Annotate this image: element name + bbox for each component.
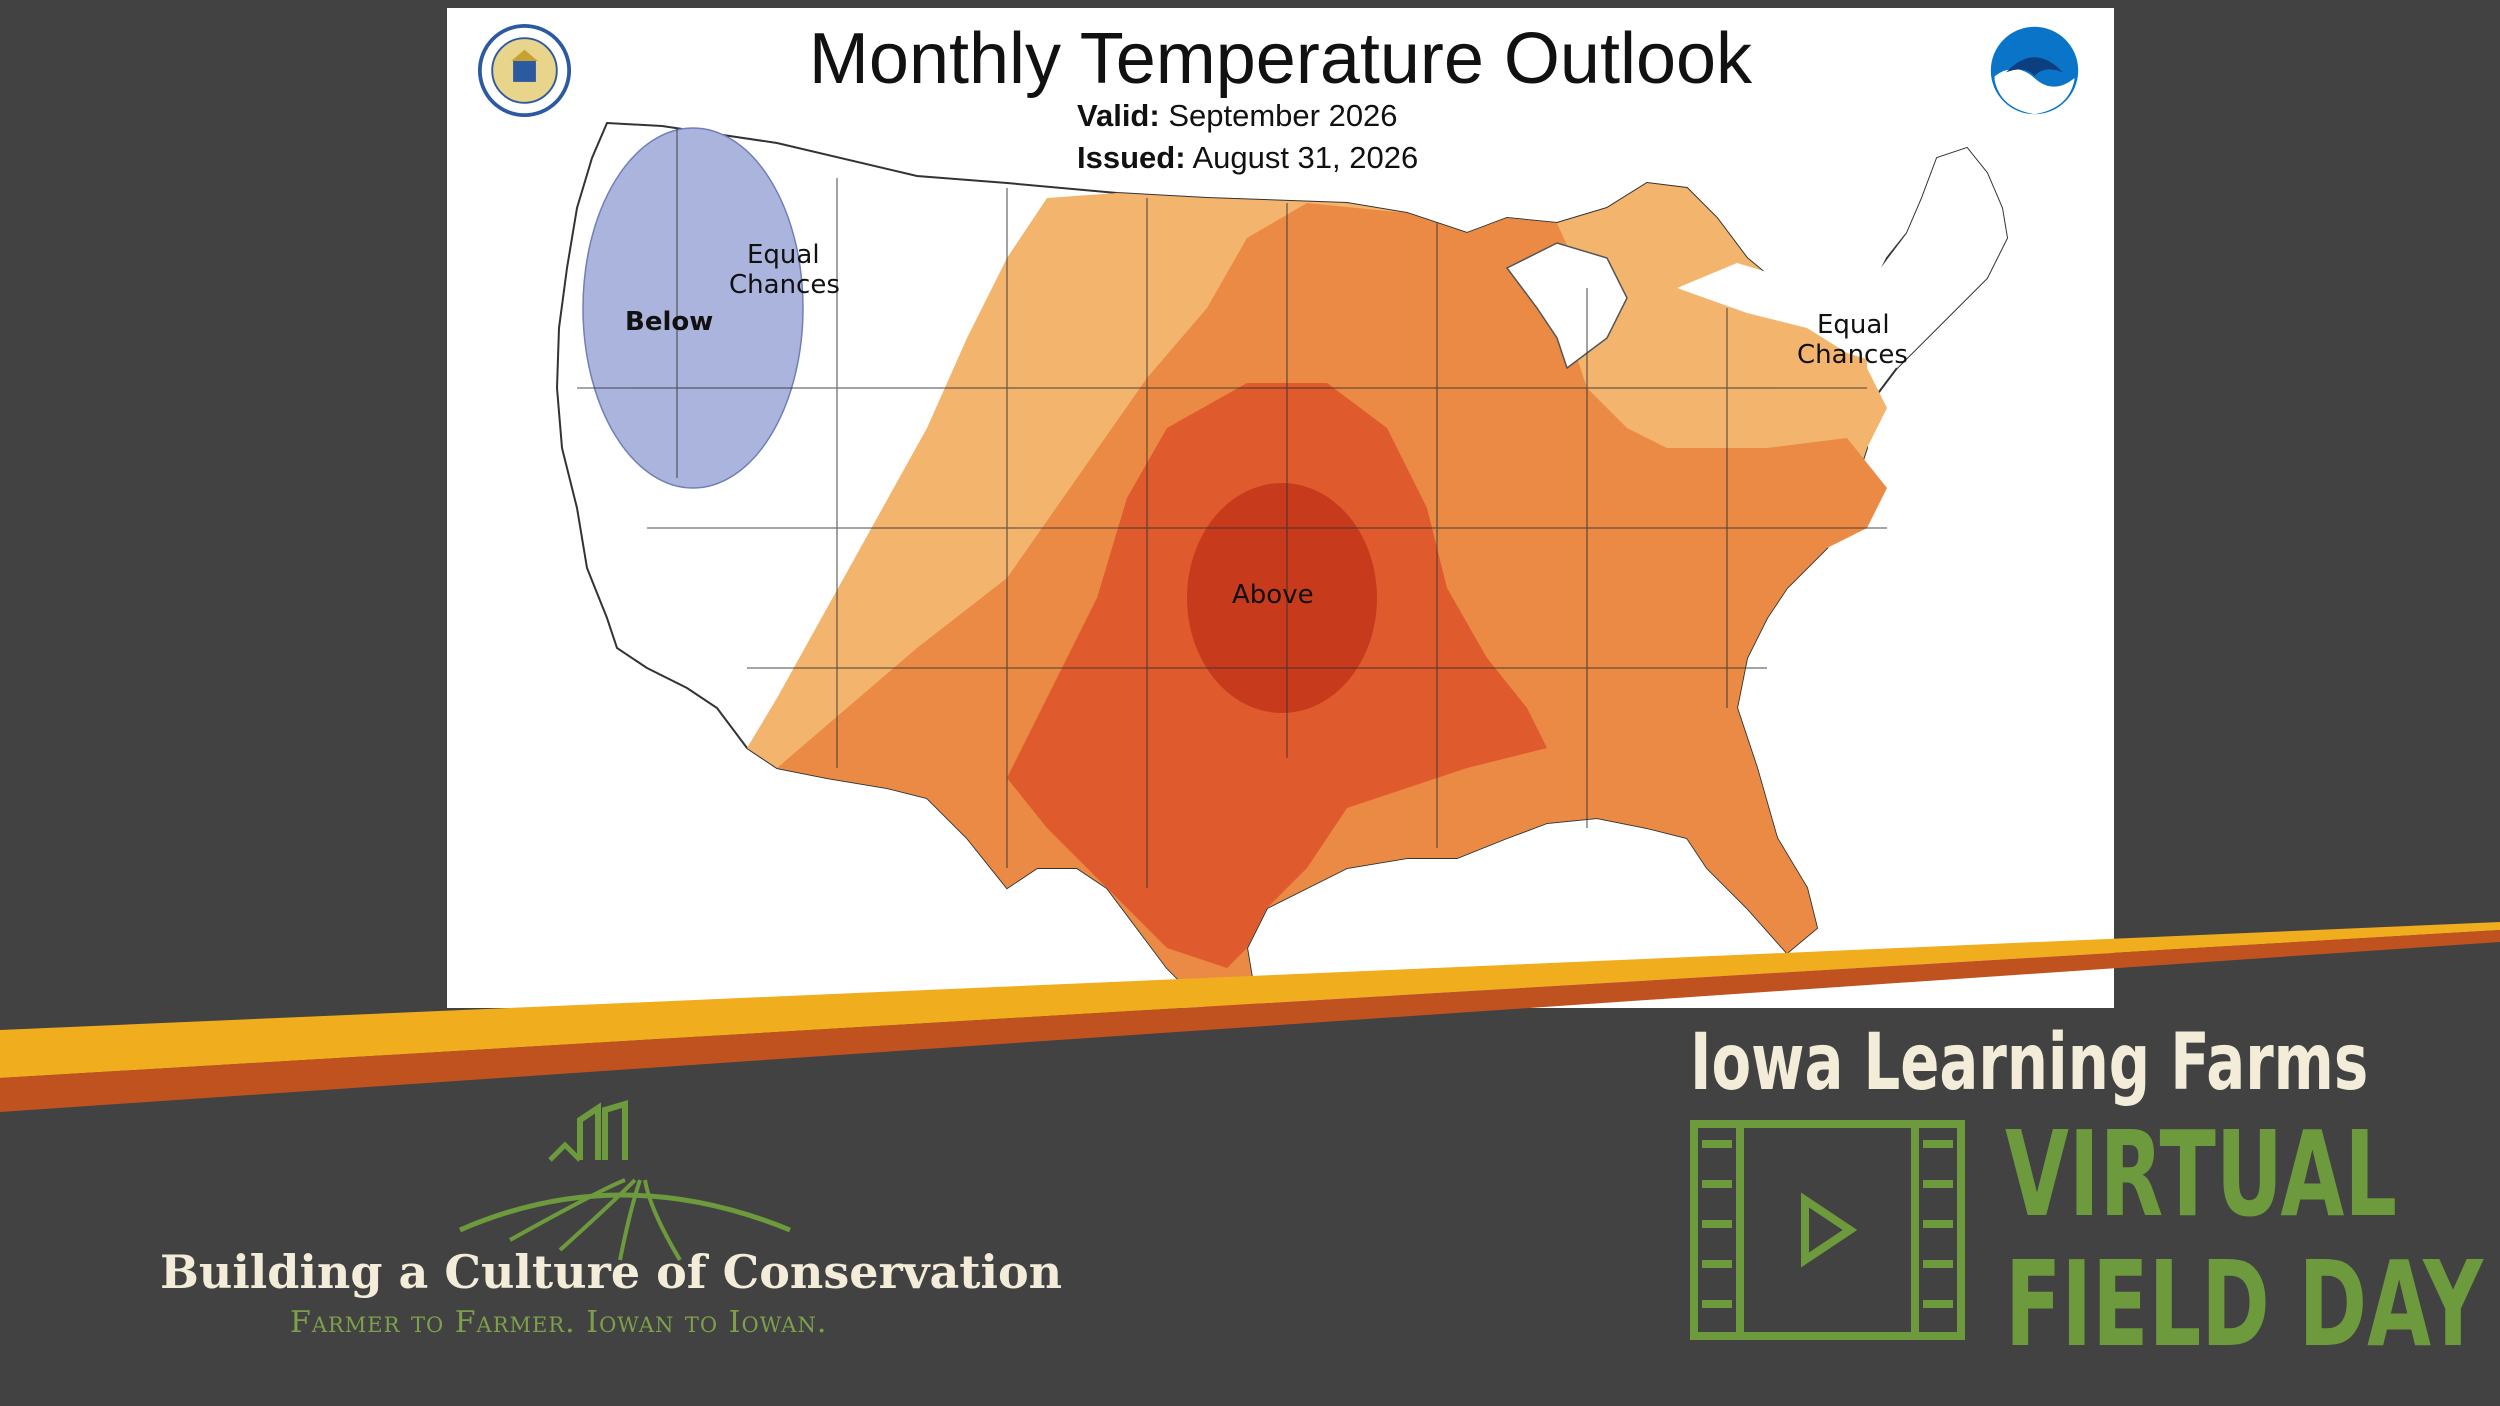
state-lines [577,128,1887,888]
issued-label: Issued: [1077,140,1186,175]
us-outlook-map-graphic: Equal Chances Below Above Equal Chances [555,121,2009,1008]
film-play-icon [1690,1120,1965,1340]
map-title: Monthly Temperature Outlook [808,19,1753,99]
above-darkest-zone [1187,483,1377,713]
valid-label: Valid: [1077,98,1160,133]
culture-title: Building a Culture of Conservation [160,1245,1063,1299]
great-lakes [1505,242,1628,370]
temperature-outlook-map: Equal Chances Below Above Equal Chances … [447,8,2114,1008]
label-equal-chances-west-2: Chances [729,270,840,300]
label-above: Above [1232,580,1314,610]
vfd-line-2: FIELD DAY [2005,1235,2483,1373]
valid-value: September 2026 [1168,98,1398,133]
issued-line: Issued: August 31, 2026 [1077,140,1418,176]
label-equal-chances-east-1: Equal [1817,310,1890,340]
commerce-seal-icon [477,23,572,118]
valid-line: Valid: September 2026 [1077,98,1398,134]
rust-stripe [0,930,2500,1112]
ilf-title: Iowa Learning Farms [1690,1018,2369,1108]
equal-chances-east-zone [1677,148,2007,368]
below-zone [582,127,804,489]
label-equal-chances-east-2: Chances [1797,340,1908,370]
label-equal-chances-west-1: Equal [747,240,820,270]
noaa-logo-icon [1990,26,2079,115]
culture-tagline: Farmer to Farmer. Iowan to Iowan. [290,1305,828,1340]
label-below: Below [625,307,713,337]
issued-value: August 31, 2026 [1192,140,1419,175]
culture-logo-icon [458,1100,791,1262]
yellow-stripe [0,922,2500,1078]
vfd-line-1: VIRTUAL [2005,1105,2397,1243]
